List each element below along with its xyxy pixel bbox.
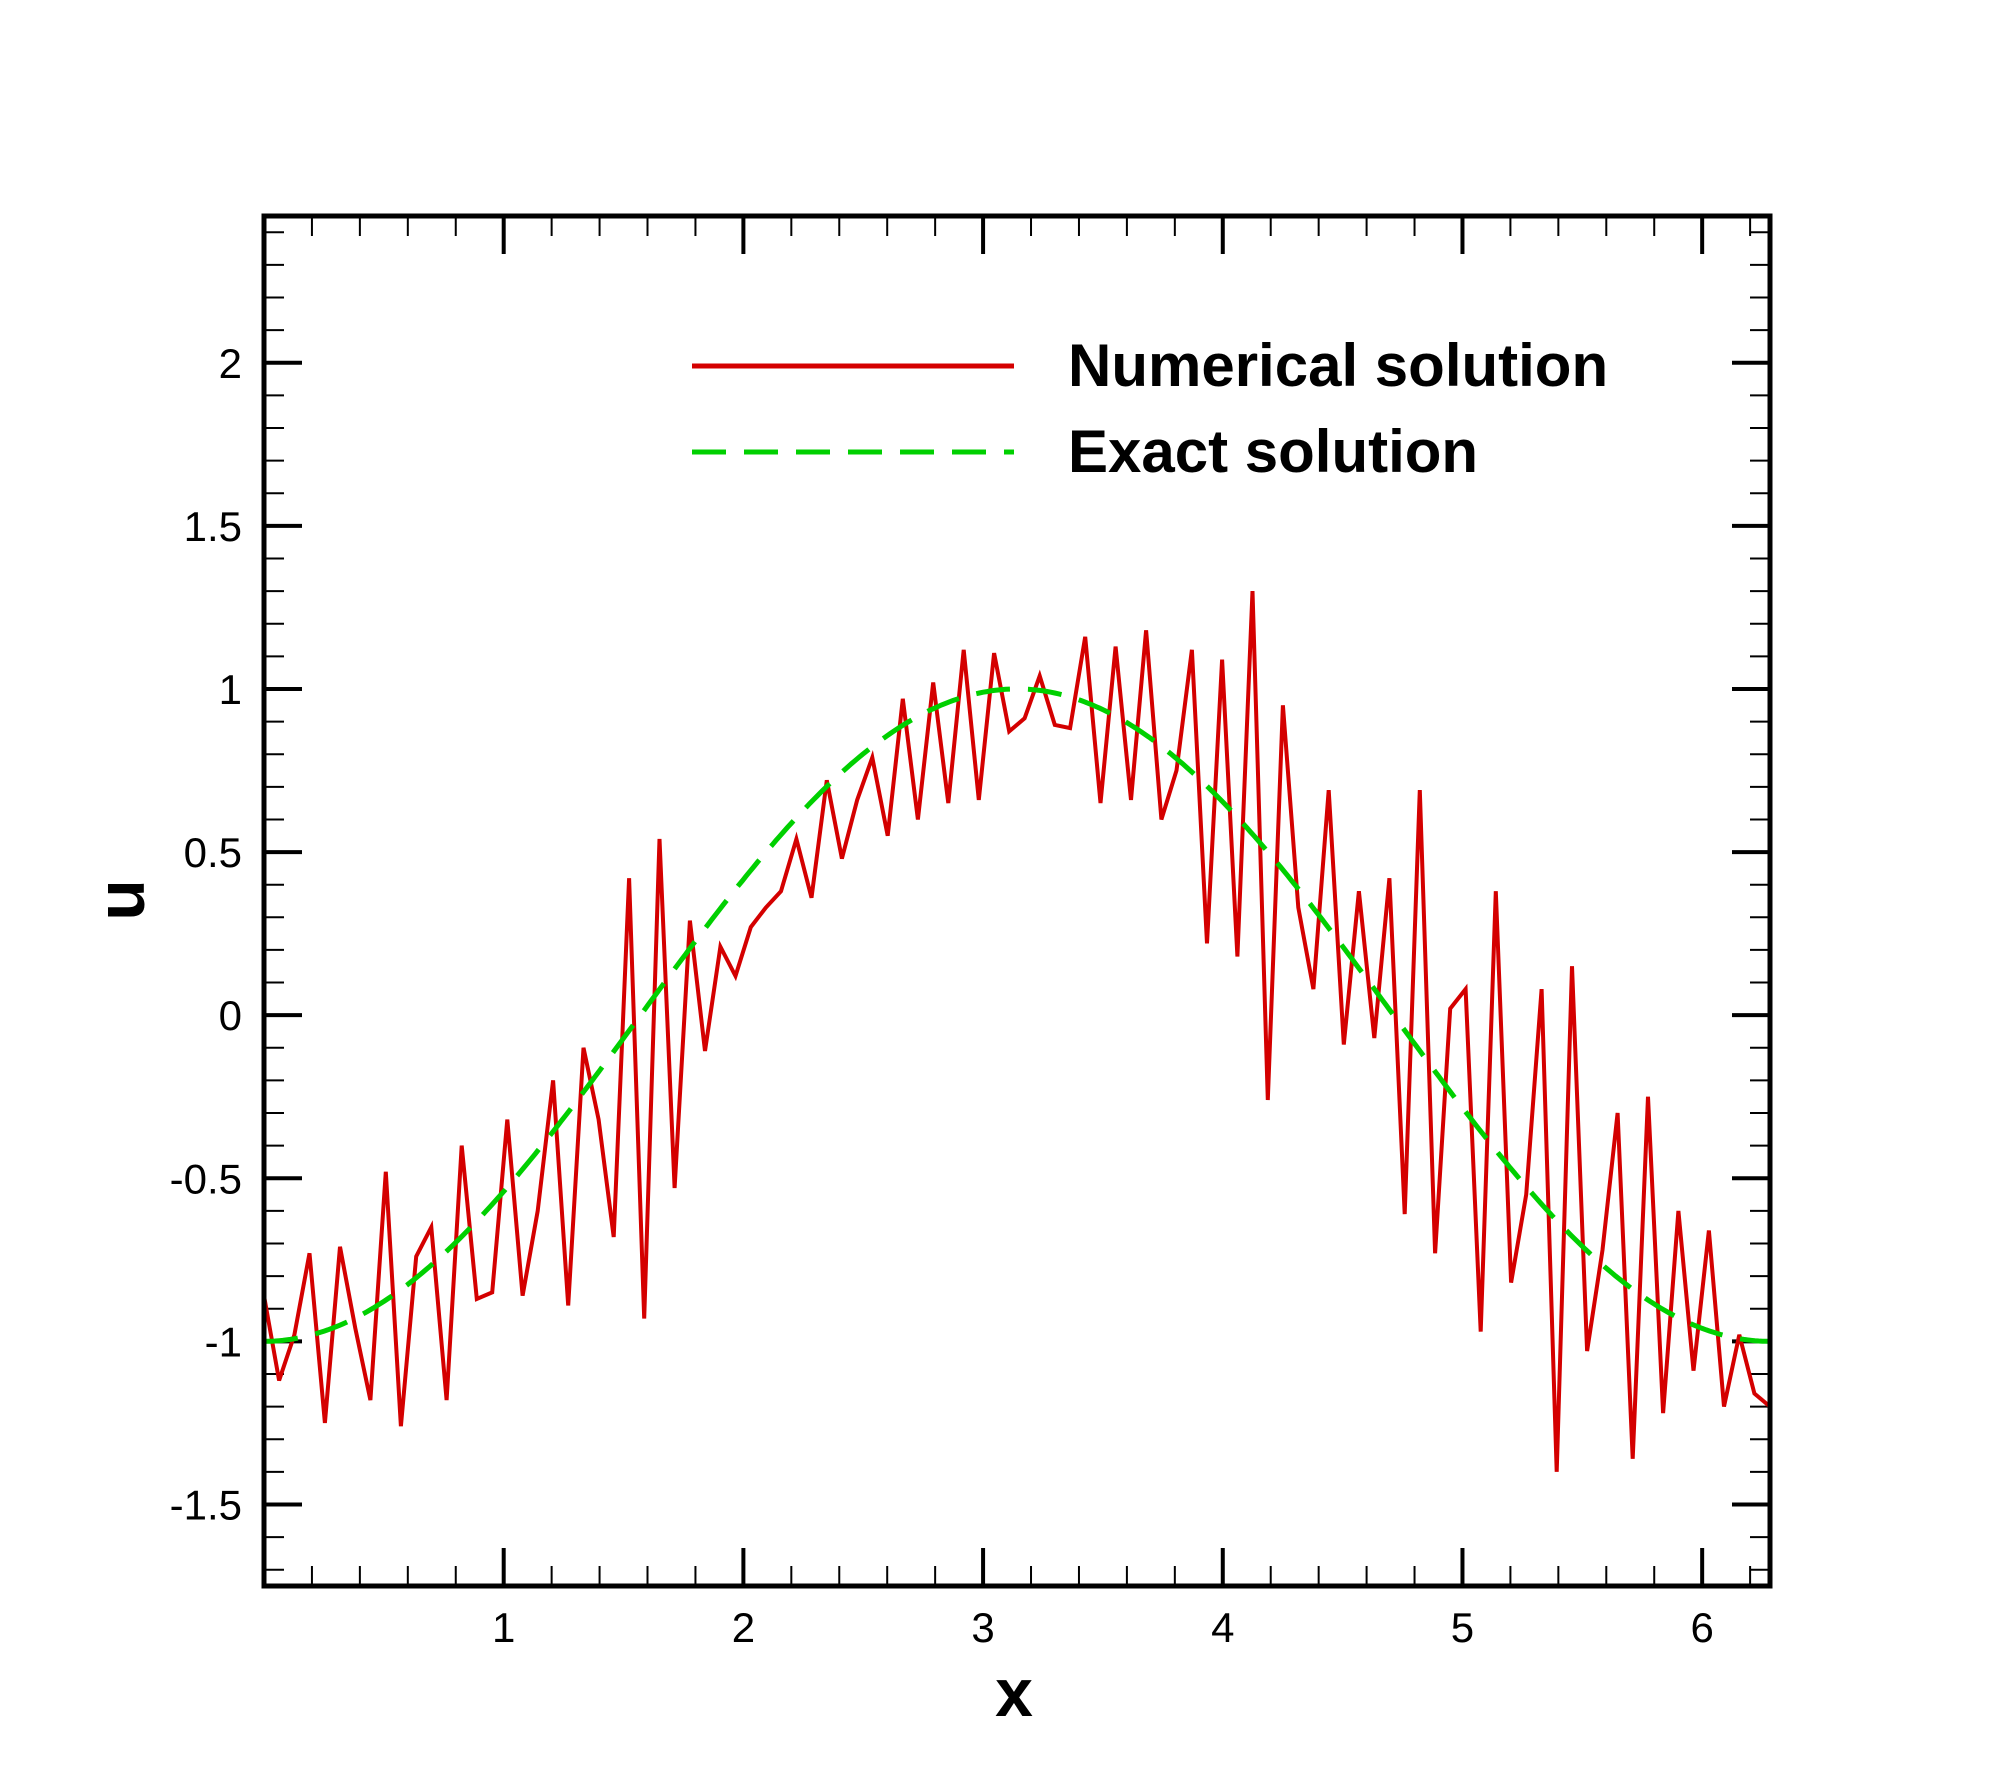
legend: Numerical solution Exact solution bbox=[692, 332, 1608, 485]
legend-label-exact: Exact solution bbox=[1068, 418, 1478, 485]
series-numerical-solution bbox=[262, 591, 1772, 1472]
y-tick-label: 1.5 bbox=[184, 503, 242, 550]
y-tick-label: -1 bbox=[205, 1318, 242, 1365]
legend-label-numerical: Numerical solution bbox=[1068, 332, 1608, 399]
x-axis-title: x bbox=[995, 1655, 1033, 1731]
y-tick-label: -0.5 bbox=[170, 1155, 242, 1202]
x-tick-label: 5 bbox=[1451, 1604, 1474, 1651]
x-tick-label: 4 bbox=[1211, 1604, 1234, 1651]
x-tick-label: 1 bbox=[492, 1604, 515, 1651]
x-tick-label: 3 bbox=[971, 1604, 994, 1651]
plot-frame bbox=[261, 213, 1773, 1589]
y-tick-label: 1 bbox=[219, 666, 242, 713]
series-exact-solution bbox=[263, 686, 1771, 1344]
y-axis-title: u bbox=[83, 879, 159, 921]
x-tick-label: 6 bbox=[1690, 1604, 1713, 1651]
y-tick-label: 2 bbox=[219, 340, 242, 387]
y-tick-label: 0.5 bbox=[184, 829, 242, 876]
axis-ticks bbox=[264, 216, 1770, 1586]
tick-labels: 1 2 3 4 5 6 -1.5 -1 -0.5 0 0.5 1 1.5 2 bbox=[170, 340, 1714, 1651]
y-tick-label: -1.5 bbox=[170, 1481, 242, 1528]
series-layer bbox=[262, 591, 1772, 1472]
x-tick-label: 2 bbox=[732, 1604, 755, 1651]
y-tick-label: 0 bbox=[219, 992, 242, 1039]
